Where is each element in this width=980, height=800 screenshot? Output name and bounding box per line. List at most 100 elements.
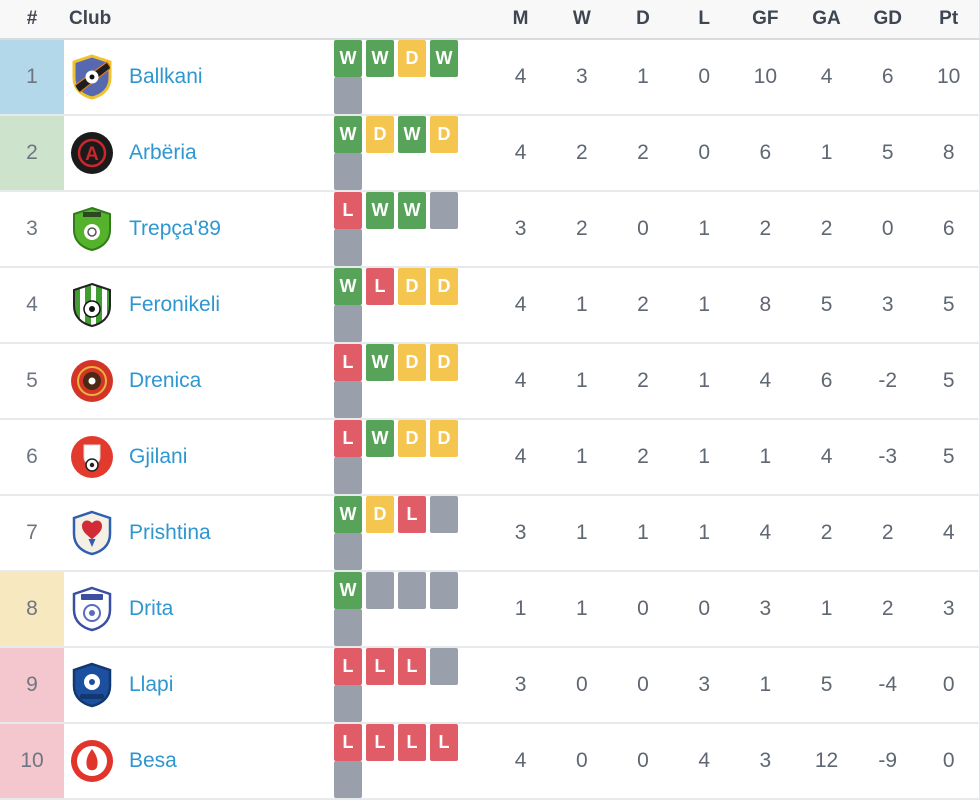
form-badge-w[interactable]: W: [334, 40, 362, 77]
club-link[interactable]: Arbëria: [129, 141, 197, 164]
goal-diff-cell: -9: [857, 723, 919, 800]
form-badge-d[interactable]: D: [366, 496, 394, 533]
form-badge-l[interactable]: L: [366, 724, 394, 761]
form-badge-empty: [334, 533, 362, 570]
matches-cell: 4: [490, 419, 552, 496]
form-badge-l[interactable]: L: [334, 420, 362, 457]
wins-cell: 1: [551, 267, 613, 344]
form-badge-w[interactable]: W: [366, 40, 394, 77]
form-badge-l[interactable]: L: [398, 648, 426, 685]
form-badge-empty: [366, 572, 394, 609]
wins-cell: 3: [551, 39, 613, 116]
form-badge-d[interactable]: D: [430, 344, 458, 381]
form-badge-d[interactable]: D: [430, 116, 458, 153]
draws-cell: 2: [612, 343, 674, 420]
form-badge-w[interactable]: W: [366, 344, 394, 381]
losses-cell: 0: [673, 39, 735, 116]
draws-cell: 1: [612, 39, 674, 116]
form-badge-w[interactable]: W: [398, 192, 426, 229]
matches-cell: 4: [490, 267, 552, 344]
form-badge-w[interactable]: W: [334, 268, 362, 305]
goals-against-cell: 4: [795, 39, 858, 116]
form-badge-l[interactable]: L: [430, 724, 458, 761]
goals-against-cell: 2: [795, 495, 858, 572]
wins-cell: 2: [551, 191, 613, 268]
form-badge-w[interactable]: W: [430, 40, 458, 77]
losses-cell: 1: [673, 267, 735, 344]
form-badge-d[interactable]: D: [398, 268, 426, 305]
losses-cell: 0: [673, 571, 735, 648]
club-logo-icon: [69, 510, 115, 556]
form-badge-d[interactable]: D: [398, 420, 426, 457]
form-badge-w[interactable]: W: [334, 116, 362, 153]
rank-number: 1: [26, 65, 38, 88]
form-badge-d[interactable]: D: [398, 344, 426, 381]
matches-cell: 1: [490, 571, 552, 648]
club-link[interactable]: Llapi: [129, 673, 174, 696]
form-badge-l[interactable]: L: [398, 724, 426, 761]
form-badge-w[interactable]: W: [334, 496, 362, 533]
wins-cell: 0: [551, 647, 613, 724]
form-badge-empty: [334, 77, 362, 114]
form-badge-l[interactable]: L: [334, 648, 362, 685]
goals-for-cell: 1: [734, 419, 796, 496]
goal-diff-cell: -4: [857, 647, 919, 724]
club-link[interactable]: Prishtina: [129, 521, 211, 544]
header-rank: #: [0, 0, 64, 40]
rank-number: 10: [20, 749, 44, 772]
club-link[interactable]: Besa: [129, 749, 177, 772]
rank-number: 2: [26, 141, 38, 164]
club-link[interactable]: Gjilani: [129, 445, 188, 468]
form-badge-l[interactable]: L: [334, 192, 362, 229]
form-badge-w[interactable]: W: [366, 420, 394, 457]
form-badge-w[interactable]: W: [366, 192, 394, 229]
draws-cell: 2: [612, 419, 674, 496]
draws-cell: 1: [612, 495, 674, 572]
matches-cell: 4: [490, 115, 552, 192]
form-badge-empty: [334, 761, 362, 798]
club-link[interactable]: Ballkani: [129, 65, 203, 88]
form-badge-empty: [430, 496, 458, 533]
form-badge-l[interactable]: L: [366, 648, 394, 685]
form-badge-d[interactable]: D: [398, 40, 426, 77]
form-badge-l[interactable]: L: [398, 496, 426, 533]
points-cell: 5: [918, 419, 980, 496]
form-cell: W: [334, 571, 490, 648]
club-link[interactable]: Drita: [129, 597, 174, 620]
club-link[interactable]: Drenica: [129, 369, 202, 392]
points-cell: 3: [918, 571, 980, 648]
form-badge-d[interactable]: D: [430, 420, 458, 457]
table-row[interactable]: 8 Drita W 1 1 0 0 3 1 2 3: [0, 571, 980, 648]
rank-cell: 1: [0, 39, 64, 116]
club-cell: Ballkani: [64, 39, 334, 116]
draws-cell: 0: [612, 191, 674, 268]
form-badge-w[interactable]: W: [398, 116, 426, 153]
form-badge-d[interactable]: D: [430, 268, 458, 305]
club-link[interactable]: Feronikeli: [129, 293, 221, 316]
rank-number: 8: [26, 597, 38, 620]
club-logo-icon: [69, 54, 115, 100]
club-link[interactable]: Trepça'89: [129, 217, 221, 240]
goals-for-cell: 3: [734, 571, 796, 648]
form-badge-d[interactable]: D: [366, 116, 394, 153]
form-badge-l[interactable]: L: [366, 268, 394, 305]
club-logo-icon: [69, 358, 115, 404]
form-badge-w[interactable]: W: [334, 572, 362, 609]
form-badge-l[interactable]: L: [334, 344, 362, 381]
goal-diff-cell: -2: [857, 343, 919, 420]
rank-number: 4: [26, 293, 38, 316]
form-badge-l[interactable]: L: [334, 724, 362, 761]
